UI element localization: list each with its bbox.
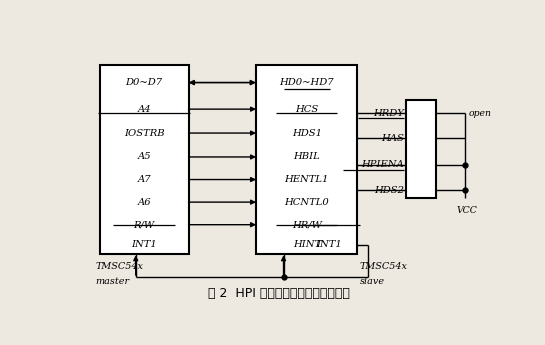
Text: open: open [469, 109, 492, 118]
Text: HAS: HAS [381, 134, 404, 143]
Text: A6: A6 [137, 198, 151, 207]
Text: VCC: VCC [457, 206, 478, 215]
Text: A5: A5 [137, 152, 151, 161]
Bar [406, 100, 435, 198]
Text: HDS1: HDS1 [292, 129, 322, 138]
Text: HPIENA: HPIENA [361, 160, 404, 169]
Text: D0~D7: D0~D7 [125, 78, 163, 87]
Text: A7: A7 [137, 175, 151, 184]
Text: HD0~HD7: HD0~HD7 [280, 78, 334, 87]
Text: HINT: HINT [293, 240, 321, 249]
Text: TMSC54x: TMSC54x [360, 262, 408, 271]
Text: A4: A4 [137, 105, 151, 114]
Text: master: master [95, 276, 130, 286]
Text: HDS2: HDS2 [374, 186, 404, 195]
Text: HENTL1: HENTL1 [284, 175, 329, 184]
Text: INT1: INT1 [131, 240, 157, 249]
Text: HRDY: HRDY [373, 109, 404, 118]
Text: HCS: HCS [295, 105, 318, 114]
Text: INT1: INT1 [316, 240, 342, 249]
Text: HBIL: HBIL [293, 152, 320, 161]
Text: TMSC54x: TMSC54x [95, 262, 143, 271]
Bar [100, 65, 189, 254]
Text: R/W: R/W [134, 220, 155, 229]
Text: slave: slave [360, 276, 385, 286]
Text: 图 2  HPI 在双处理器中的应用原理图: 图 2 HPI 在双处理器中的应用原理图 [208, 287, 350, 300]
Text: HR/W: HR/W [292, 220, 322, 229]
Text: HCNTL0: HCNTL0 [284, 198, 329, 207]
Text: IOSTRB: IOSTRB [124, 129, 165, 138]
Bar [256, 65, 358, 254]
